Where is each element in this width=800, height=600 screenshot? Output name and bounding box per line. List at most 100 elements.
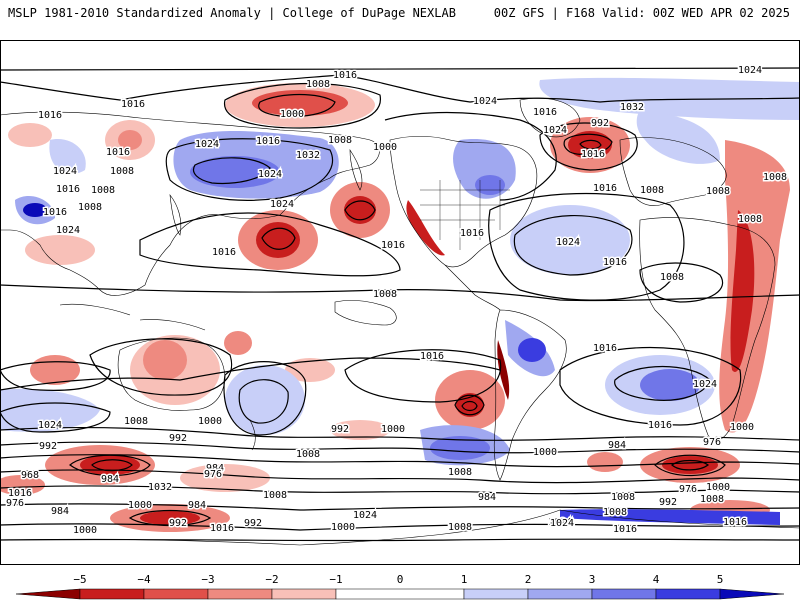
contour-label: 1000 — [706, 482, 730, 493]
anomaly-pos-southern-pac-core — [430, 436, 490, 460]
contour-label: 992 — [244, 518, 262, 529]
anomaly-neg-andes — [497, 340, 510, 400]
contour-label: 1032 — [148, 482, 172, 493]
anomaly-neg-west-coast — [406, 200, 445, 256]
coast-indonesia — [59, 303, 206, 331]
contour-label: 968 — [21, 470, 39, 481]
colorbar-tick: −2 — [265, 573, 278, 586]
contour-label: 1016 — [256, 136, 280, 147]
anomaly-pos-europe-core — [23, 203, 47, 217]
anomaly-neg-se-pacific-core — [456, 393, 484, 417]
coast-japan — [169, 194, 182, 236]
contour-labels: 1016 1024 1016 1008 1000 1016 1024 1016 … — [4, 64, 788, 538]
contour-label: 1016 — [212, 247, 236, 258]
anomaly-pos-south-atlantic-core — [640, 369, 700, 401]
contour-label: 1016 — [121, 99, 145, 110]
contour-label: 1008 — [700, 494, 724, 505]
contour-label: 1024 — [195, 139, 219, 150]
colorbar-swatch — [271, 588, 337, 600]
isobar-se-pac-low2 — [461, 400, 478, 412]
isobar-south-1016 — [0, 357, 501, 391]
contour-label: 1000 — [128, 500, 152, 511]
isobar-tasman-inner — [238, 379, 289, 424]
isobar-south-atlantic-1016 — [559, 346, 742, 426]
contour-label: 1008 — [763, 172, 787, 183]
isobar-1016-north — [0, 74, 800, 103]
isobar-aleutian-1008 — [224, 82, 381, 129]
anomaly-neg-so-4-core — [662, 456, 718, 474]
run-valid-time: 00Z GFS | F168 Valid: 00Z WED APR 02 202… — [493, 6, 790, 20]
anomaly-neg-so-5 — [330, 420, 390, 440]
anomaly-pos-azores — [510, 205, 630, 275]
anomaly-neg-so-left — [0, 475, 45, 495]
isobar-iceland-1000 — [563, 133, 613, 156]
isobar-npac-low2 — [344, 200, 376, 221]
isobar-se-pac-low — [454, 394, 485, 416]
colorbar-swatch — [655, 588, 721, 600]
isobar-south-1000 — [0, 441, 800, 454]
contour-label: 1000 — [331, 522, 355, 533]
contour-label: 984 — [101, 474, 119, 485]
contour-label: 1016 — [106, 147, 130, 158]
colorbar-tick: 3 — [589, 573, 596, 586]
colorbar-swatch — [591, 588, 657, 600]
anomaly-pos-central-asia — [49, 139, 86, 174]
contour-label: 1024 — [473, 96, 497, 107]
contour-label: 1024 — [353, 510, 377, 521]
isobar-tasman — [223, 361, 307, 436]
contour-label: 1000 — [730, 422, 754, 433]
contour-label: 1008 — [603, 507, 627, 518]
contour-label: 1024 — [56, 225, 80, 236]
contour-label: 1016 — [8, 488, 32, 499]
contour-label: 992 — [39, 441, 57, 452]
contour-label: 1016 — [648, 420, 672, 431]
colorbar-tick: −5 — [73, 573, 86, 586]
isobar-azores-1024 — [513, 215, 633, 276]
coast-kamchatka — [349, 149, 363, 191]
anomaly-pos-tasman — [225, 365, 305, 435]
isobar-so-low-west — [69, 454, 151, 477]
contour-label: 1008 — [124, 416, 148, 427]
contour-label: 1016 — [333, 70, 357, 81]
isobar-iceland-1008 — [539, 122, 638, 171]
contour-label: 1016 — [593, 343, 617, 354]
contour-label: 1016 — [210, 523, 234, 534]
contour-label: 1016 — [43, 207, 67, 218]
colorbar-tick: −4 — [137, 573, 151, 586]
coast-europe — [619, 137, 727, 206]
contour-label: 1008 — [373, 289, 397, 300]
map-title: MSLP 1981-2010 Standardized Anomaly | Co… — [8, 6, 456, 20]
isobar-south-1008b — [0, 503, 800, 511]
anomaly-neg-japan-core — [118, 130, 142, 150]
isobar-south-atlantic-1024 — [614, 366, 711, 401]
contour-label: 1032 — [296, 150, 320, 161]
isobar-antarctic-1024 — [0, 538, 800, 542]
state-borders — [420, 180, 510, 250]
contour-label: 1024 — [738, 65, 762, 76]
contour-label: 1016 — [533, 107, 557, 118]
contour-label: 976 — [204, 469, 222, 480]
isobar-so-low-east-inner — [671, 459, 710, 471]
colorbar-arrow-left — [15, 588, 81, 600]
contour-label: 1008 — [611, 492, 635, 503]
isobar-south-1016b — [0, 523, 800, 531]
contour-label: 1016 — [38, 110, 62, 121]
coast-central-america — [444, 264, 501, 311]
colorbar-arrow-right — [719, 588, 785, 600]
colorbar-tick: 0 — [397, 573, 404, 586]
contour-label: 1024 — [258, 169, 282, 180]
anomaly-colorbar: −5 −4 −3 −2 −1 0 1 2 3 4 5 — [15, 573, 785, 600]
colorbar-swatch — [143, 588, 209, 600]
anomaly-pos-sa-core — [518, 338, 546, 362]
contour-label: 992 — [331, 424, 349, 435]
contour-label: 1016 — [420, 351, 444, 362]
isobar-iceland-992 — [579, 139, 602, 150]
anomaly-neg-south-pac — [285, 358, 335, 382]
contour-label: 984 — [608, 440, 626, 451]
anomaly-neg-australia-core — [143, 340, 187, 380]
contour-label: 992 — [169, 518, 187, 529]
isobar-south-984 — [0, 469, 800, 484]
isobar-se-pacific-1016 — [344, 349, 502, 403]
contour-label: 1008 — [110, 166, 134, 177]
anomaly-pos-siberia-core — [190, 156, 280, 188]
